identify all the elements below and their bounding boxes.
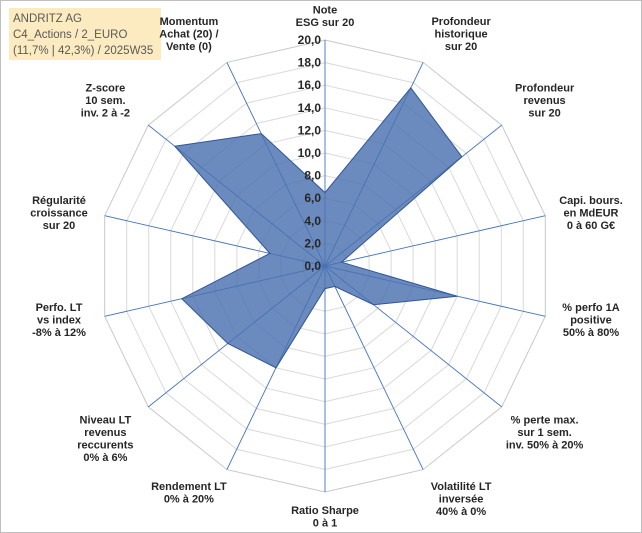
axis-label-line: vs index [37, 314, 82, 326]
tick-label: 20,0 [298, 33, 322, 47]
axis-label-line: revenus [84, 427, 126, 439]
axis-label: Volatilité LT inversée 40% à 0% [431, 481, 492, 518]
axis-label-line: sur 1 sem. [517, 427, 571, 439]
axis-label-group: Niveau LT revenus reccurents 0% à 6% [77, 415, 133, 465]
axis-label-line: Niveau LT [80, 415, 132, 427]
tick-label: 8,0 [304, 169, 321, 183]
axis-label: Ratio Sharpe 0 à 1 [291, 505, 359, 530]
axis-label-group: Rendement LT 0% à 20% [151, 481, 227, 506]
tick-label: 2,0 [304, 236, 321, 250]
axis-label: Momentum Achat (20) / Vente (0) [159, 16, 218, 53]
axis-label-line: Achat (20) / [159, 28, 218, 40]
axis-label-line: 0 à 60 G€ [567, 220, 615, 232]
axis-label-line: revenus [523, 95, 565, 107]
axis-label-group: Note ESG sur 20 [296, 5, 355, 30]
axis-label: Perfo. LT vs index -8% à 12% [32, 302, 86, 339]
axis-label-line: Régularité [32, 195, 86, 207]
axis-label-line: sur 20 [43, 220, 75, 232]
title-line-1: ANDRITZ AG [13, 13, 83, 25]
axis-label-line: 50% à 80% [563, 327, 619, 339]
tick-label: 4,0 [304, 214, 321, 228]
axis-label-line: Note [313, 5, 337, 17]
axis-label: Profondeur historique sur 20 [431, 16, 491, 53]
axis-label-line: 40% à 0% [436, 506, 486, 518]
axis-label-line: Profondeur [515, 82, 575, 94]
axis-label-line: % perfo 1A [562, 302, 620, 314]
axis-label-group: Ratio Sharpe 0 à 1 [291, 505, 359, 530]
axis-label-line: Perfo. LT [36, 302, 83, 314]
axis-label-group: Capi. bours. en MdEUR 0 à 60 G€ [559, 195, 623, 232]
axis-label-line: 0 à 1 [313, 518, 337, 530]
axis-label-line: Momentum [160, 16, 219, 28]
tick-layer: 0,0 2,0 4,0 6,0 8,0 10,0 12,0 14,0 16,0 18,0 20,0 [298, 33, 322, 273]
axis-label-group: % perfo 1A positive 50% à 80% [562, 302, 620, 339]
axis-label-line: 10 sem. [85, 95, 125, 107]
axis-label-group: % perte max. sur 1 sem. inv. 50% à 20% [506, 415, 584, 452]
axis-label-line: inversée [439, 494, 484, 506]
axis-label-line: sur 20 [445, 41, 477, 53]
axis-label: % perfo 1A positive 50% à 80% [562, 302, 620, 339]
axis-label-line: Vente (0) [166, 41, 212, 53]
axis-label-line: positive [570, 314, 612, 326]
axis-label: Note ESG sur 20 [296, 5, 355, 30]
axis-label-group: Momentum Achat (20) / Vente (0) [159, 16, 218, 53]
axis-label-line: Volatilité LT [431, 481, 492, 493]
axis-label-line: historique [435, 28, 488, 40]
tick-label: 16,0 [298, 78, 322, 92]
axis-label-line: ESG sur 20 [296, 17, 355, 29]
tick-label: 6,0 [304, 191, 321, 205]
axis-label-line: Capi. bours. [559, 195, 623, 207]
axis-label: Z-score 10 sem. inv. 2 à -2 [81, 82, 130, 119]
axis-label-line: Z-score [86, 82, 126, 94]
axis-label-line: reccurents [77, 440, 133, 452]
axis-label-line: -8% à 12% [32, 327, 86, 339]
axis-label-line: % perte max. [511, 415, 579, 427]
axis-label-line: Profondeur [431, 16, 491, 28]
axis-label-group: Profondeur historique sur 20 [431, 16, 491, 53]
axis-label: Rendement LT 0% à 20% [151, 481, 227, 506]
axis-label: % perte max. sur 1 sem. inv. 50% à 20% [506, 415, 584, 452]
axis-label: Profondeur revenus sur 20 [515, 82, 575, 119]
axis-label-line: Rendement LT [151, 481, 227, 493]
tick-label: 0,0 [304, 259, 321, 273]
axis-label-line: croissance [30, 208, 87, 220]
title-line-2: C4_Actions / 2_EURO [13, 29, 128, 41]
axis-label-line: 0% à 6% [83, 452, 127, 464]
axis-label: Régularité croissance sur 20 [30, 195, 87, 232]
label-layer: Note ESG sur 20 Profondeur historique sur 20… [30, 5, 623, 530]
axis-label-group: Perfo. LT vs index -8% à 12% [32, 302, 86, 339]
axis-label-group: Régularité croissance sur 20 [30, 195, 87, 232]
title-line-3: (11,7% | 42,3%) / 2025W35 [13, 45, 154, 57]
axis-label-group: Profondeur revenus sur 20 [515, 82, 575, 119]
tick-label: 18,0 [298, 56, 322, 70]
axis-label-line: inv. 50% à 20% [506, 440, 584, 452]
axis-label: Niveau LT revenus reccurents 0% à 6% [77, 415, 133, 465]
chart-title-box: ANDRITZ AG C4_Actions / 2_EURO (11,7% | … [9, 8, 161, 60]
axis-label-group: Volatilité LT inversée 40% à 0% [431, 481, 492, 518]
axis-label-line: Ratio Sharpe [291, 505, 359, 517]
axis-label-line: en MdEUR [564, 208, 619, 220]
axis-label: Capi. bours. en MdEUR 0 à 60 G€ [559, 195, 623, 232]
axis-label-line: sur 20 [528, 107, 560, 119]
tick-label: 10,0 [298, 146, 322, 160]
axis-label-line: 0% à 20% [164, 494, 214, 506]
axis-label-line: inv. 2 à -2 [81, 107, 130, 119]
axis-label-group: Z-score 10 sem. inv. 2 à -2 [81, 82, 130, 119]
axis-spoke [324, 265, 424, 470]
tick-label: 12,0 [298, 123, 322, 137]
tick-label: 14,0 [298, 101, 322, 115]
axis-spoke [324, 215, 546, 267]
series-layer [173, 86, 463, 369]
